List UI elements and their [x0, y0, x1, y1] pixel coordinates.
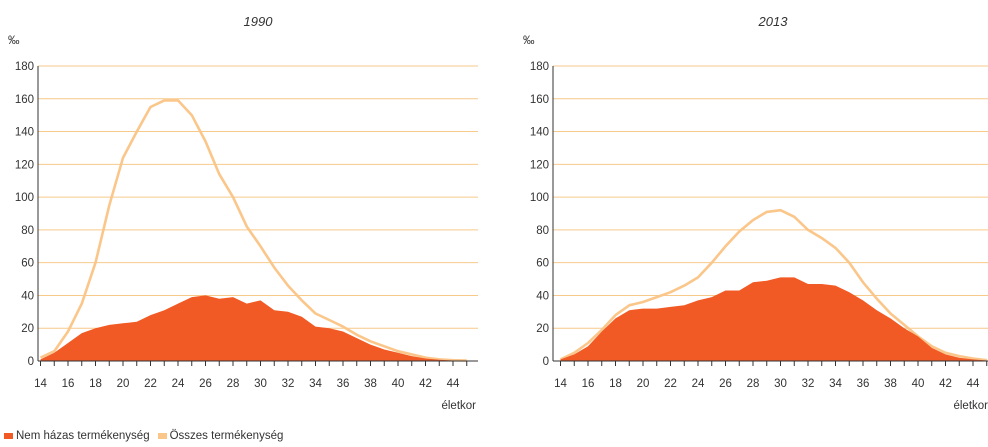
- x-tick-label: 28: [747, 378, 760, 390]
- y-tick-label: 160: [530, 94, 549, 106]
- y-tick-label: 40: [21, 290, 34, 302]
- x-tick-label: 24: [692, 378, 705, 390]
- x-tick-label: 26: [199, 378, 212, 390]
- x-tick-label: 36: [337, 378, 350, 390]
- x-tick-label: 32: [282, 378, 295, 390]
- y-tick-label: 120: [530, 159, 549, 171]
- chart-panel-1990: 1990 ‰ 0 20 40 60 80 100 120 140 160 180 14 16 18 20 22 2…: [8, 14, 478, 412]
- x-tick-label: 38: [884, 378, 897, 390]
- y-tick-label: 180: [15, 61, 34, 73]
- legend-label-total: Összes termékenység: [169, 430, 284, 442]
- legend-item-nonmarital: Nem házas termékenység: [4, 430, 150, 442]
- x-tick-label: 40: [392, 378, 405, 390]
- y-tick-label: 180: [530, 61, 549, 73]
- y-tick-label: 120: [15, 159, 34, 171]
- y-tick-label: 80: [21, 225, 34, 237]
- x-tick-label: 38: [364, 378, 377, 390]
- y-tick-label: 160: [15, 94, 34, 106]
- x-tick-label: 42: [939, 378, 952, 390]
- y-unit-label: ‰: [8, 35, 20, 47]
- x-tick-label: 16: [582, 378, 595, 390]
- series-line-total: [559, 208, 987, 362]
- x-tick-label: 40: [912, 378, 925, 390]
- x-tick-label: 42: [419, 378, 432, 390]
- y-tick-label: 60: [21, 258, 34, 270]
- y-tick-label: 0: [543, 356, 549, 368]
- chart-title: 2013: [758, 14, 789, 29]
- y-tick-label: 20: [536, 323, 549, 335]
- legend-label-nonmarital: Nem házas termékenység: [16, 430, 150, 442]
- x-tick-label: 16: [62, 378, 75, 390]
- y-tick-label: 60: [536, 258, 549, 270]
- legend-swatch-nonmarital: [4, 433, 13, 439]
- x-tick-label: 20: [637, 378, 650, 390]
- y-tick-label: 0: [28, 356, 34, 368]
- x-tick-label: 44: [447, 378, 460, 390]
- y-tick-label: 40: [536, 290, 549, 302]
- x-tick-label: 28: [227, 378, 240, 390]
- y-tick-label: 100: [15, 192, 34, 204]
- series-area-nonmarital: [560, 277, 987, 361]
- y-tick-label: 80: [536, 225, 549, 237]
- x-tick-label: 20: [117, 378, 130, 390]
- x-axis-label: életkor: [953, 400, 988, 412]
- y-tick-label: 140: [15, 127, 34, 139]
- series-line-total: [39, 99, 467, 362]
- x-tick-label: 14: [554, 378, 567, 390]
- x-tick-label: 26: [719, 378, 732, 390]
- x-tick-label: 36: [857, 378, 870, 390]
- x-tick-label: 34: [829, 378, 842, 390]
- chart-title: 1990: [244, 14, 274, 29]
- x-tick-label: 14: [34, 378, 47, 390]
- chart-panel-2013: 2013 ‰ 0 20 40 60 80 100 120 140 160 180 14 16 18 20 22 2…: [523, 14, 988, 412]
- series-area-nonmarital: [40, 295, 467, 361]
- legend-swatch-total: [157, 433, 167, 439]
- x-tick-label: 30: [774, 378, 787, 390]
- x-tick-label: 22: [664, 378, 677, 390]
- legend-item-total: Összes termékenység: [157, 430, 284, 442]
- y-tick-label: 100: [530, 192, 549, 204]
- y-unit-label: ‰: [523, 35, 535, 47]
- y-tick-label: 140: [530, 127, 549, 139]
- x-tick-label: 22: [144, 378, 157, 390]
- x-axis-label: életkor: [441, 400, 476, 412]
- x-tick-label: 24: [172, 378, 185, 390]
- x-tick-label: 30: [254, 378, 267, 390]
- x-tick-label: 18: [609, 378, 622, 390]
- x-tick-label: 44: [967, 378, 980, 390]
- y-tick-label: 20: [21, 323, 34, 335]
- x-tick-label: 32: [802, 378, 815, 390]
- x-tick-label: 18: [89, 378, 102, 390]
- chart-legend: Nem házas termékenység Összes termékenys…: [4, 430, 291, 442]
- x-tick-label: 34: [309, 378, 322, 390]
